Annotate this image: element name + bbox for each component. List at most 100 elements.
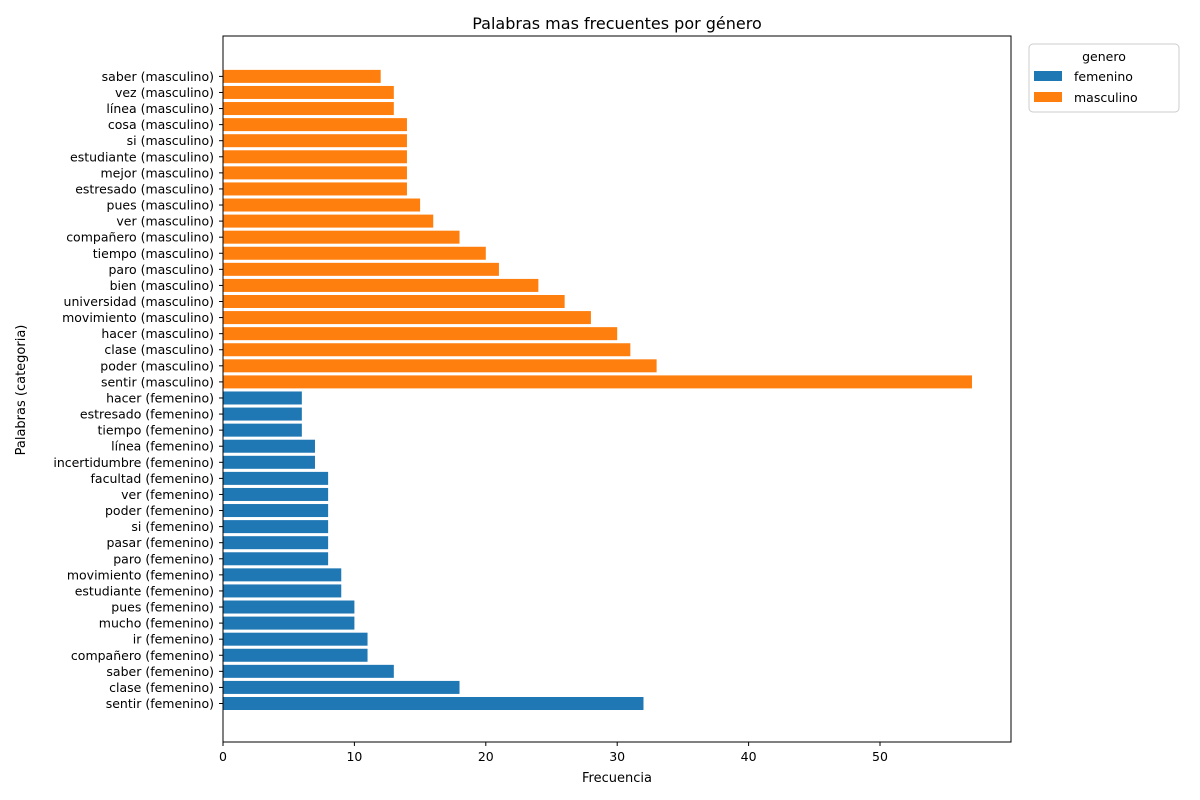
- y-tick-label: mucho (femenino): [99, 616, 214, 631]
- x-axis-ticks: 0 10 20 30 40 50: [219, 742, 888, 764]
- x-tick-label: 30: [609, 749, 625, 764]
- legend: genero femenino masculino: [1028, 43, 1180, 113]
- y-tick-label: sentir (masculino): [101, 374, 214, 389]
- bar-clase-femenino: [223, 680, 460, 694]
- legend-swatch-femenino: [1034, 71, 1062, 81]
- y-tick-label: estudiante (masculino): [70, 149, 214, 164]
- bar-clase-masculino: [223, 343, 631, 357]
- y-axis-ticks: sentir (femenino)clase (femenino)saber (…: [53, 69, 223, 711]
- y-tick-label: tiempo (femenino): [98, 423, 214, 438]
- y-tick-label: clase (masculino): [104, 342, 214, 357]
- y-tick-label: universidad (masculino): [64, 294, 214, 309]
- bar-mucho-femenino: [223, 616, 355, 630]
- bar-estudiante-masculino: [223, 150, 407, 164]
- bar-paro-masculino: [223, 262, 499, 276]
- bar-tiempo-masculino: [223, 246, 486, 260]
- legend-label-masculino: masculino: [1074, 90, 1138, 105]
- bar-incertidumbre-femenino: [223, 455, 315, 469]
- bar-sentir-femenino: [223, 697, 644, 710]
- bar-hacer-masculino: [223, 327, 618, 341]
- x-axis-label: Frecuencia: [582, 771, 652, 786]
- x-tick-label: 50: [872, 749, 888, 764]
- y-tick-label: movimiento (femenino): [67, 567, 214, 582]
- y-axis-label: Palabras (categoria): [14, 325, 29, 456]
- chart-title: Palabras mas frecuentes por género: [472, 14, 762, 33]
- bar-estresado-masculino: [223, 182, 407, 196]
- bar-saber-femenino: [223, 664, 394, 678]
- bar-ver-masculino: [223, 214, 434, 228]
- y-tick-label: pues (masculino): [107, 198, 214, 213]
- bar-si-femenino: [223, 520, 329, 534]
- y-tick-label: ver (masculino): [116, 214, 214, 229]
- bar-línea-masculino: [223, 102, 394, 116]
- bar-estudiante-femenino: [223, 584, 342, 598]
- bar-línea-femenino: [223, 439, 315, 453]
- y-tick-label: hacer (femenino): [106, 390, 214, 405]
- bar-movimiento-masculino: [223, 311, 591, 325]
- bar-ir-femenino: [223, 632, 368, 646]
- bar-estresado-femenino: [223, 407, 302, 421]
- y-tick-label: estudiante (femenino): [75, 583, 214, 598]
- y-tick-label: saber (masculino): [102, 69, 214, 84]
- y-tick-label: si (masculino): [127, 133, 214, 148]
- y-tick-label: facultad (femenino): [91, 471, 214, 486]
- y-tick-label: saber (femenino): [106, 664, 214, 679]
- bar-movimiento-femenino: [223, 568, 342, 582]
- y-tick-label: pasar (femenino): [106, 535, 214, 550]
- y-tick-label: hacer (masculino): [101, 326, 214, 341]
- y-tick-label: estresado (masculino): [75, 181, 214, 196]
- bar-pasar-femenino: [223, 536, 329, 550]
- legend-label-femenino: femenino: [1074, 69, 1133, 84]
- y-tick-label: cosa (masculino): [108, 117, 214, 132]
- bar-bien-masculino: [223, 278, 539, 292]
- y-tick-label: ver (femenino): [121, 487, 214, 502]
- bar-compañero-femenino: [223, 648, 368, 662]
- y-tick-label: ir (femenino): [133, 632, 214, 647]
- x-tick-label: 0: [219, 749, 227, 764]
- y-tick-label: paro (femenino): [113, 551, 214, 566]
- bar-paro-femenino: [223, 552, 329, 566]
- x-tick-label: 40: [741, 749, 757, 764]
- y-tick-label: pues (femenino): [111, 600, 214, 615]
- legend-box: [1028, 43, 1180, 113]
- y-tick-label: poder (femenino): [105, 503, 214, 518]
- bar-vez-masculino: [223, 85, 394, 99]
- bar-pues-femenino: [223, 600, 355, 614]
- bar-facultad-femenino: [223, 471, 329, 485]
- legend-swatch-masculino: [1034, 92, 1062, 102]
- x-tick-label: 10: [346, 749, 362, 764]
- bar-mejor-masculino: [223, 166, 407, 180]
- y-tick-label: línea (femenino): [111, 439, 214, 454]
- y-tick-label: estresado (femenino): [80, 407, 214, 422]
- y-tick-label: bien (masculino): [110, 278, 214, 293]
- y-tick-label: vez (masculino): [115, 85, 214, 100]
- y-tick-label: tiempo (masculino): [93, 246, 214, 261]
- y-tick-label: si (femenino): [131, 519, 214, 534]
- y-tick-label: paro (masculino): [109, 262, 215, 277]
- bar-tiempo-femenino: [223, 423, 302, 437]
- plot-frame: [222, 35, 1012, 743]
- y-tick-label: línea (masculino): [106, 101, 214, 116]
- y-tick-label: clase (femenino): [109, 680, 214, 695]
- bar-ver-femenino: [223, 487, 329, 501]
- bar-poder-femenino: [223, 504, 329, 518]
- bar-pues-masculino: [223, 198, 421, 212]
- y-tick-label: movimiento (masculino): [62, 310, 214, 325]
- bar-universidad-masculino: [223, 295, 565, 308]
- y-tick-label: poder (masculino): [100, 358, 214, 373]
- bars-group: [223, 69, 972, 710]
- bar-poder-masculino: [223, 359, 657, 373]
- y-tick-label: sentir (femenino): [106, 696, 214, 711]
- y-tick-label: mejor (masculino): [100, 165, 214, 180]
- y-tick-label: compañero (femenino): [71, 648, 214, 663]
- bar-hacer-femenino: [223, 391, 302, 405]
- y-tick-label: incertidumbre (femenino): [53, 455, 214, 470]
- x-tick-label: 20: [478, 749, 494, 764]
- bar-saber-masculino: [223, 69, 381, 83]
- bar-si-masculino: [223, 134, 407, 148]
- bar-cosa-masculino: [223, 118, 407, 132]
- y-tick-label: compañero (masculino): [66, 230, 214, 245]
- legend-title: genero: [1082, 49, 1126, 64]
- bar-sentir-masculino: [223, 375, 972, 389]
